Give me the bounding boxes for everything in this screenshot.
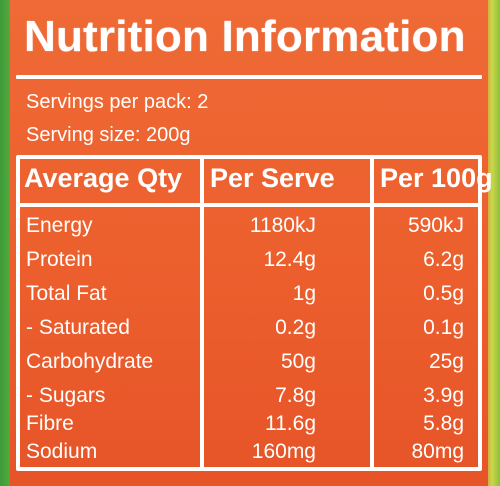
column-header-average-qty: Average Qty [24, 163, 183, 193]
per-serve-value: 1180kJ [249, 214, 316, 237]
servings-per-pack: Servings per pack: 2 [26, 91, 209, 113]
column-header-per-serve: Per Serve [210, 163, 335, 193]
per-serve-value: 7.8g [275, 384, 316, 407]
per-serve-value: 50g [280, 350, 316, 373]
nutrient-name: Fibre [26, 412, 74, 435]
serving-size: Serving size: 200g [26, 124, 191, 146]
table-row: Carbohydrate 50g 25g [20, 345, 478, 379]
per-serve-value: 160mg [251, 440, 316, 463]
table-row: - Sugars 7.8g 3.9g [20, 379, 478, 413]
per-serve-value: 1g [292, 282, 316, 305]
table-row: Total Fat 1g 0.5g [20, 277, 478, 311]
nutrient-name: Protein [26, 248, 93, 271]
title-divider [16, 75, 482, 79]
per-100g-value: 6.2g [423, 248, 464, 271]
column-divider [200, 159, 204, 467]
nutrient-name: Carbohydrate [26, 350, 154, 373]
per-serve-value: 0.2g [275, 316, 316, 339]
per-100g-value: 590kJ [407, 214, 464, 237]
nutrition-label: Nutrition Information Servings per pack:… [10, 0, 493, 486]
nutrition-table: Average Qty Per Serve Per 100g Energy 11… [16, 155, 493, 471]
per-100g-value: 25g [428, 350, 464, 373]
per-100g-value: 5.8g [423, 412, 464, 435]
column-header-per-100g: Per 100g [380, 163, 493, 193]
per-100g-value: 0.5g [423, 282, 464, 305]
table-row: - Saturated 0.2g 0.1g [20, 311, 478, 345]
per-serve-value: 11.6g [265, 412, 316, 435]
nutrient-name: Energy [26, 214, 93, 237]
page-title: Nutrition Information [24, 12, 466, 61]
nutrient-name: - Sugars [26, 384, 106, 407]
nutrient-name: Total Fat [26, 282, 107, 305]
table-row: Fibre 11.6g 5.8g [20, 407, 478, 441]
table-row: Protein 12.4g 6.2g [20, 243, 478, 277]
table-row: Energy 1180kJ 590kJ [20, 209, 478, 243]
per-serve-value: 12.4g [263, 248, 316, 271]
per-100g-value: 0.1g [423, 316, 464, 339]
nutrient-name: - Saturated [26, 316, 130, 339]
nutrient-name: Sodium [26, 440, 98, 463]
header-divider [20, 203, 478, 207]
per-100g-value: 3.9g [423, 384, 464, 407]
table-row: Sodium 160mg 80mg [20, 435, 478, 469]
column-divider [370, 159, 374, 467]
per-100g-value: 80mg [411, 440, 464, 463]
